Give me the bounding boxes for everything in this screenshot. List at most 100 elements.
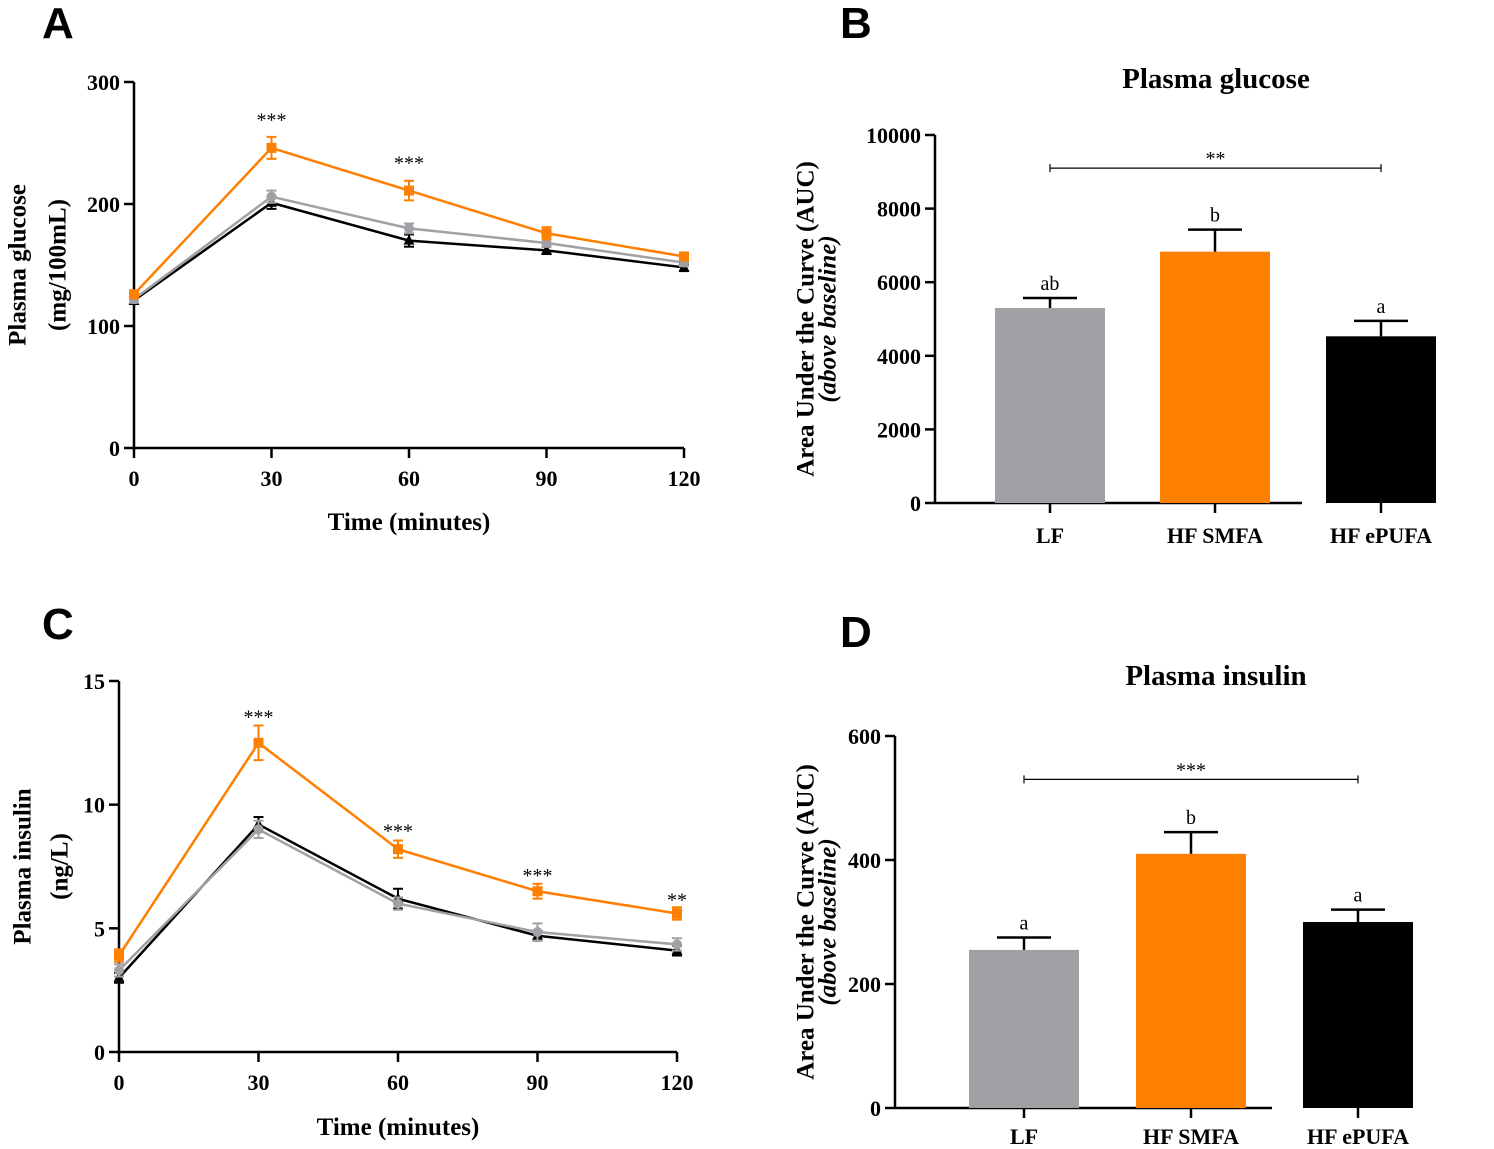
x-tick-label: 30 [248, 1070, 270, 1095]
x-tick-label: 60 [387, 1070, 409, 1095]
y-tick-label: 2000 [877, 417, 921, 442]
x-tick-label: 120 [668, 466, 701, 491]
bar-hf-epufa [1303, 922, 1413, 1108]
data-point-triangle [403, 234, 415, 245]
y-axis-subtitle: (above baseline) [815, 235, 842, 402]
y-axis-subtitle: (above baseline) [815, 838, 842, 1005]
category-label: HF SMFA [1167, 523, 1263, 548]
category-label: HF SMFA [1143, 1124, 1239, 1149]
y-tick-label: 200 [848, 972, 881, 997]
y-tick-label: 0 [910, 491, 921, 516]
series-hf-smfa [129, 135, 689, 300]
y-tick-label: 600 [848, 724, 881, 749]
category-label: LF [1036, 523, 1064, 548]
category-label: HF ePUFA [1330, 523, 1432, 548]
data-point-circle [672, 939, 682, 950]
bracket-significance-label: *** [1176, 759, 1206, 781]
data-point-circle [541, 238, 552, 249]
y-tick-label: 400 [848, 848, 881, 873]
y-tick-label: 6000 [877, 270, 921, 295]
significance-label: *** [383, 820, 413, 842]
bar-lf [969, 949, 1079, 1108]
y-tick-label: 0 [109, 436, 120, 461]
x-tick-label: 90 [527, 1070, 549, 1095]
data-point-square [672, 908, 682, 919]
glucose-time-course-chart: 0 100 200 300 0 30 60 90 120 Time (minutes) Plasma… [5, 70, 701, 536]
data-point-circle [266, 191, 277, 202]
y-tick-label: 10000 [866, 123, 921, 148]
bar-hf-epufa [1326, 336, 1436, 503]
y-tick-label: 0 [94, 1040, 105, 1065]
data-point-square [266, 142, 277, 153]
y-axis-title: Plasma insulin [10, 788, 37, 944]
panel-letter-b: B [840, 0, 872, 48]
x-tick-label: 0 [129, 466, 140, 491]
data-point-square [114, 950, 124, 961]
data-point-square [532, 886, 543, 897]
significance-label: *** [257, 110, 287, 132]
x-tick-label: 30 [261, 466, 283, 491]
data-point-square [541, 228, 552, 239]
data-point-square [129, 289, 139, 300]
bar-hf-smfa [1136, 853, 1246, 1108]
panel-letter-c: C [42, 600, 74, 649]
group-letter-label: b [1210, 205, 1220, 227]
y-tick-label: 8000 [877, 197, 921, 222]
chart-title: Plasma glucose [1122, 63, 1310, 95]
series-lf [114, 819, 682, 978]
panel-letter-d: D [840, 608, 872, 657]
y-tick-label: 15 [83, 669, 105, 694]
data-point-circle [404, 223, 414, 234]
y-tick-label: 300 [87, 70, 120, 95]
panel-c: C 0 5 10 15 0 30 60 90 120 Time (minutes) Plasma i… [0, 575, 747, 1149]
y-tick-label: 0 [870, 1096, 881, 1121]
x-tick-label: 120 [661, 1070, 694, 1095]
chart-title: Plasma insulin [1125, 660, 1306, 692]
data-point-circle [393, 898, 403, 909]
x-axis-title: Time (minutes) [317, 1114, 480, 1141]
y-axis-title: (mg/100mL) [45, 199, 72, 331]
panel-b: B Plasma glucose 0 2000 4000 6000 8000 10000 Ar… [747, 0, 1494, 575]
x-tick-label: 90 [536, 466, 558, 491]
glucose-auc-bar-chart: Plasma glucose 0 2000 4000 6000 8000 10000 Area… [793, 63, 1436, 548]
panel-a: A 0 100 200 300 0 30 60 90 120 Time (minutes) Plas… [0, 0, 747, 560]
y-tick-label: 5 [94, 916, 105, 941]
data-point-square [253, 737, 264, 748]
x-tick-label: 0 [114, 1070, 125, 1095]
insulin-time-course-chart: 0 5 10 15 0 30 60 90 120 Time (minutes) Plasma ins… [10, 669, 694, 1141]
series-line [133, 195, 685, 301]
bracket-significance-label: ** [1206, 148, 1226, 170]
bar-lf [995, 307, 1105, 503]
group-letter-label: a [1354, 885, 1363, 907]
insulin-auc-bar-chart: Plasma insulin 0 200 400 600 Area Under the C… [793, 660, 1413, 1149]
y-tick-label: 4000 [877, 344, 921, 369]
significance-label: *** [394, 152, 424, 174]
y-tick-label: 200 [87, 192, 120, 217]
group-letter-label: a [1377, 296, 1386, 318]
significance-label: ** [667, 890, 687, 912]
data-point-circle [253, 824, 264, 835]
data-point-circle [114, 965, 124, 976]
panel-d: D Plasma insulin 0 200 400 600 Area Under the… [747, 575, 1494, 1149]
significance-label: *** [244, 707, 274, 729]
data-point-triangle [541, 244, 552, 255]
group-letter-label: a [1020, 913, 1029, 935]
y-axis-title: Area Under the Curve (AUC) [793, 764, 820, 1080]
data-point-circle [532, 927, 543, 938]
significance-label: *** [523, 865, 553, 887]
data-point-square [393, 844, 403, 855]
bar-hf-smfa [1160, 251, 1270, 503]
data-point-square [679, 251, 689, 262]
x-tick-label: 60 [398, 466, 420, 491]
y-axis-title: (ng/L) [47, 833, 74, 900]
series-hf-smfa [114, 724, 682, 963]
category-label: HF ePUFA [1307, 1124, 1409, 1149]
panel-letter-a: A [42, 0, 74, 48]
y-axis-title: Plasma glucose [5, 184, 32, 346]
category-label: LF [1010, 1124, 1038, 1149]
x-axis-title: Time (minutes) [328, 509, 491, 536]
group-letter-label: ab [1041, 273, 1060, 295]
group-letter-label: b [1186, 807, 1196, 829]
y-tick-label: 10 [83, 793, 105, 818]
y-axis-title: Area Under the Curve (AUC) [793, 161, 820, 477]
